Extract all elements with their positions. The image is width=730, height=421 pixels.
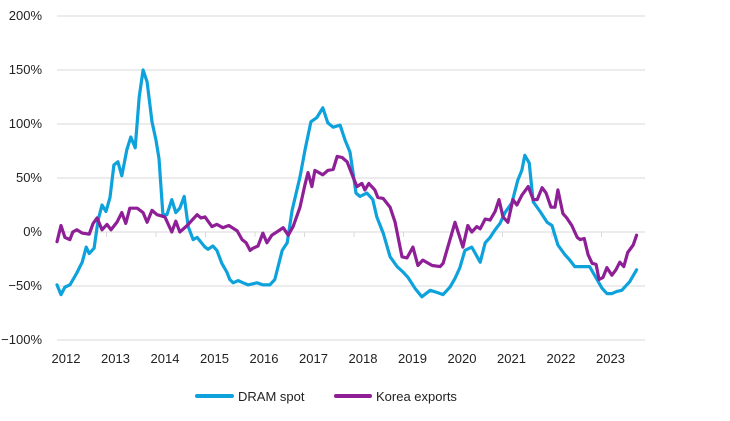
x-tick-label: 2012 [52,351,81,366]
x-tick-label: 2013 [101,351,130,366]
y-tick-label: −50% [8,278,42,293]
x-tick-label: 2020 [448,351,477,366]
legend-label-dram-spot: DRAM spot [238,389,305,404]
x-tick-label: 2019 [398,351,427,366]
series-line-korea-exports [55,154,639,282]
legend: DRAM spot Korea exports [195,389,457,404]
x-tick-label: 2016 [250,351,279,366]
legend-label-korea-exports: Korea exports [376,389,457,404]
x-tick-label: 2023 [596,351,625,366]
series-line-dram-spot [55,68,639,299]
x-tick-label: 2021 [497,351,526,366]
x-tick-label: 2017 [299,351,328,366]
y-tick-label: −100% [1,332,42,347]
y-tick-label: 200% [9,8,43,23]
x-tick-label: 2022 [547,351,576,366]
y-tick-label: 0% [23,224,42,239]
x-axis: 2012 2013 2014 2015 2016 2017 2018 2019 2020 2021… [52,232,625,366]
y-tick-label: 50% [16,170,42,185]
series-lines [55,68,639,299]
y-tick-label: 100% [9,116,43,131]
x-tick-label: 2014 [151,351,180,366]
y-axis: −100% −50% 0% 50% 100% 150% 200% [1,8,42,347]
gridlines [57,15,645,341]
y-tick-label: 150% [9,62,43,77]
x-tick-label: 2018 [349,351,378,366]
x-tick-label: 2015 [200,351,229,366]
